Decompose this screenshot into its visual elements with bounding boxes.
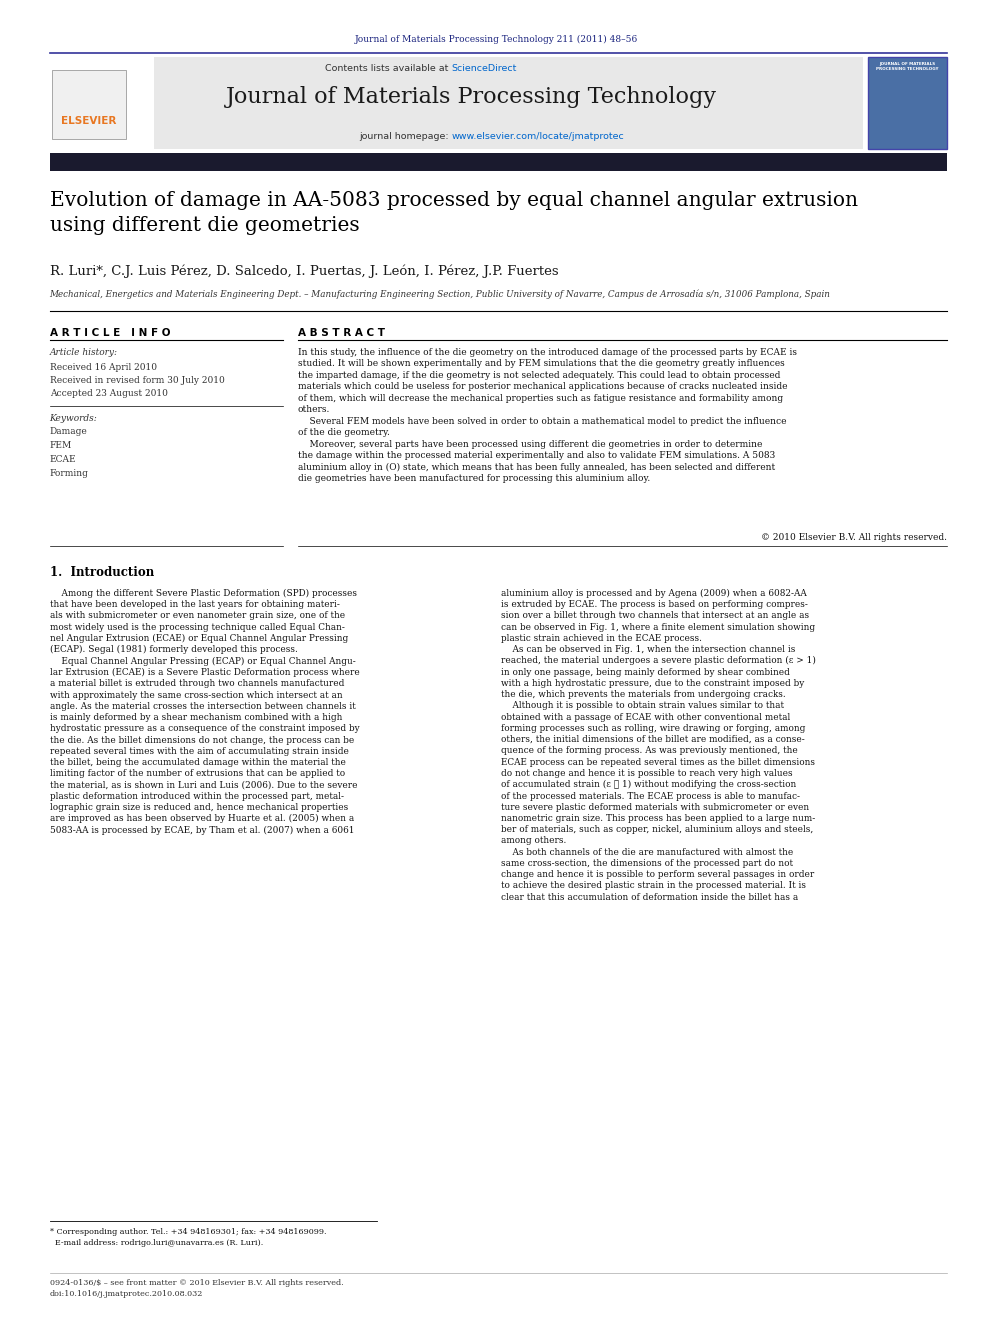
Text: ECAE: ECAE	[50, 455, 76, 464]
Text: * Corresponding author. Tel.: +34 948169301; fax: +34 948169099.
  E-mail addres: * Corresponding author. Tel.: +34 948169…	[50, 1228, 326, 1246]
Text: Forming: Forming	[50, 468, 88, 478]
Text: A B S T R A C T: A B S T R A C T	[298, 328, 385, 339]
Text: www.elsevier.com/locate/jmatprotec: www.elsevier.com/locate/jmatprotec	[451, 132, 624, 142]
Bar	[52, 70, 126, 139]
Bar	[50, 57, 863, 149]
Text: Received in revised form 30 July 2010: Received in revised form 30 July 2010	[50, 376, 224, 385]
Text: JOURNAL OF MATERIALS
PROCESSING TECHNOLOGY: JOURNAL OF MATERIALS PROCESSING TECHNOLO…	[876, 62, 939, 71]
Text: Journal of Materials Processing Technology 211 (2011) 48–56: Journal of Materials Processing Technolo…	[354, 34, 638, 44]
Text: journal homepage:: journal homepage:	[359, 132, 451, 142]
Text: Accepted 23 August 2010: Accepted 23 August 2010	[50, 389, 168, 398]
Text: Article history:: Article history:	[50, 348, 118, 357]
Bar	[50, 153, 947, 171]
Text: © 2010 Elsevier B.V. All rights reserved.: © 2010 Elsevier B.V. All rights reserved…	[762, 533, 947, 542]
Text: In this study, the influence of the die geometry on the introduced damage of the: In this study, the influence of the die …	[298, 348, 797, 483]
Text: Journal of Materials Processing Technology: Journal of Materials Processing Technolo…	[226, 86, 716, 108]
Bar	[50, 57, 154, 149]
Text: R. Luri*, C.J. Luis Pérez, D. Salcedo, I. Puertas, J. León, I. Pérez, J.P. Fuert: R. Luri*, C.J. Luis Pérez, D. Salcedo, I…	[50, 265, 558, 278]
Text: Contents lists available at: Contents lists available at	[325, 64, 451, 73]
Text: FEM: FEM	[50, 441, 71, 450]
Text: 0924-0136/$ – see front matter © 2010 Elsevier B.V. All rights reserved.
doi:10.: 0924-0136/$ – see front matter © 2010 El…	[50, 1279, 343, 1298]
Text: Among the different Severe Plastic Deformation (SPD) processes
that have been de: Among the different Severe Plastic Defor…	[50, 589, 359, 835]
Text: A R T I C L E   I N F O: A R T I C L E I N F O	[50, 328, 170, 339]
Text: Received 16 April 2010: Received 16 April 2010	[50, 363, 157, 372]
Text: Evolution of damage in AA-5083 processed by equal channel angular extrusion
usin: Evolution of damage in AA-5083 processed…	[50, 191, 858, 234]
Text: ScienceDirect: ScienceDirect	[451, 64, 517, 73]
Text: Keywords:: Keywords:	[50, 414, 97, 423]
Text: aluminium alloy is processed and by Agena (2009) when a 6082-AA
is extruded by E: aluminium alloy is processed and by Agen…	[501, 589, 815, 902]
Text: Damage: Damage	[50, 427, 87, 437]
Text: ELSEVIER: ELSEVIER	[61, 115, 116, 126]
Text: 1.  Introduction: 1. Introduction	[50, 566, 154, 579]
Bar	[868, 57, 947, 149]
Text: Mechanical, Energetics and Materials Engineering Dept. – Manufacturing Engineeri: Mechanical, Energetics and Materials Eng…	[50, 290, 830, 299]
